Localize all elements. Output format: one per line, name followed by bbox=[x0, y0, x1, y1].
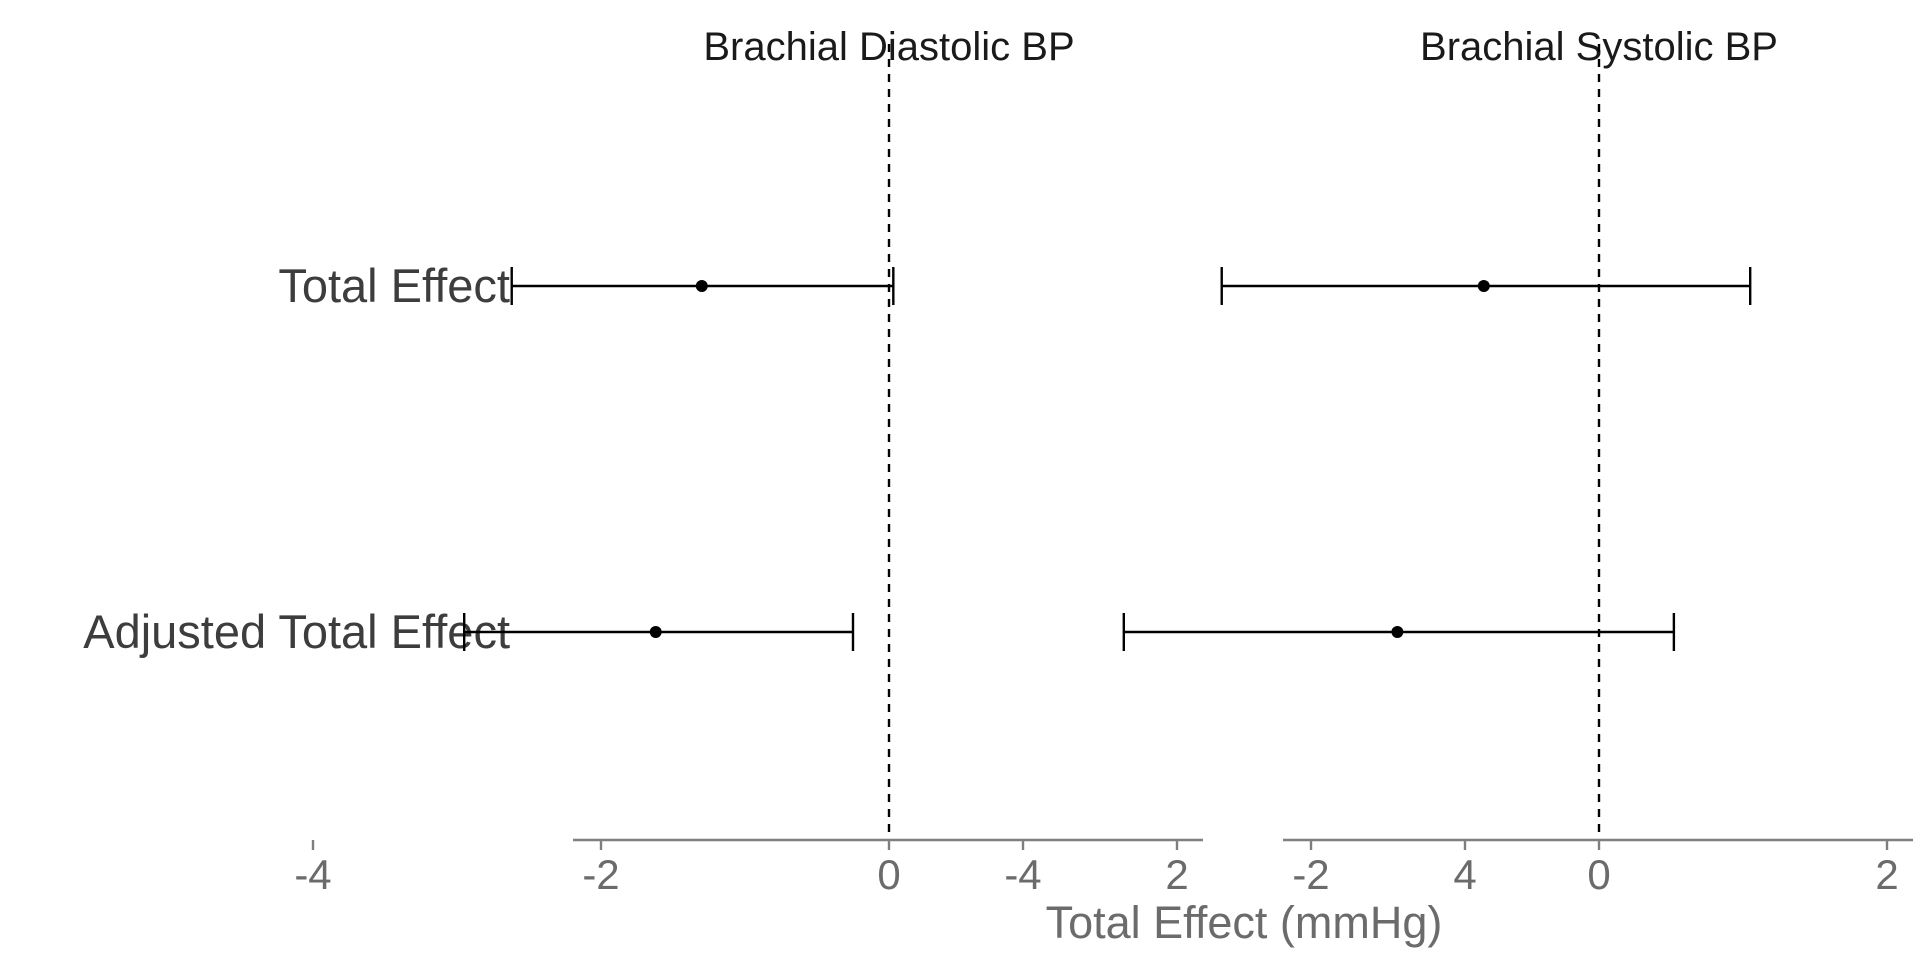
x-tick-label: 4 bbox=[1453, 851, 1476, 898]
x-tick-label: 0 bbox=[1587, 851, 1610, 898]
row-label: Adjusted Total Effect bbox=[83, 605, 510, 658]
x-tick-label: -4 bbox=[294, 851, 331, 898]
x-tick-label: -2 bbox=[582, 851, 619, 898]
point-estimate bbox=[1391, 626, 1404, 638]
x-axis-title: Total Effect (mmHg) bbox=[1046, 897, 1443, 948]
row-label: Total Effect bbox=[278, 259, 510, 312]
row-labels: Total Effect Adjusted Total Effect bbox=[83, 259, 510, 658]
point-estimate bbox=[649, 626, 662, 638]
x-tick-label: -4 bbox=[1004, 851, 1041, 898]
x-tick-label: 2 bbox=[1875, 851, 1898, 898]
x-tick-label: 0 bbox=[877, 851, 900, 898]
point-estimate bbox=[1477, 280, 1490, 292]
x-tick-label: -2 bbox=[1292, 851, 1329, 898]
x-tick-label: 2 bbox=[1165, 851, 1188, 898]
point-estimate bbox=[695, 280, 708, 292]
panel: Brachial Diastolic BP-4 -2 0 2 4 bbox=[294, 25, 1476, 898]
